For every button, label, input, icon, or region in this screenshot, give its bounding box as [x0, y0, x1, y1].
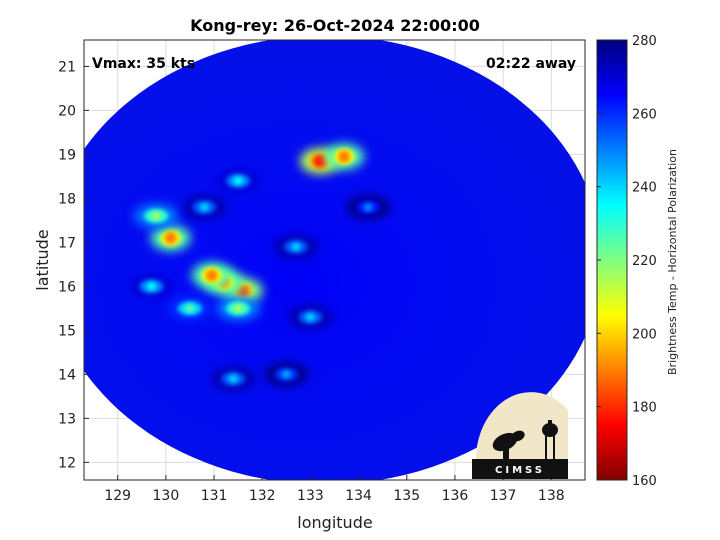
colorbar-tick-label: 260 — [632, 107, 657, 122]
colorbar-tick-label: 220 — [632, 254, 657, 269]
plot-border — [83, 39, 586, 481]
feature-core — [281, 370, 292, 379]
y-tick-label: 16 — [58, 279, 76, 295]
feature-core — [363, 203, 374, 212]
y-tick-label: 15 — [58, 323, 76, 339]
x-axis-label: longitude — [297, 513, 372, 532]
feature-core — [164, 232, 177, 244]
logo-text: CIMSS — [495, 465, 545, 476]
x-tick-label: 130 — [153, 488, 180, 504]
y-axis-label: latitude — [33, 229, 52, 290]
chart-title: Kong-rey: 26-Oct-2024 22:00:00 — [190, 16, 480, 35]
y-tick-label: 18 — [58, 191, 76, 207]
feature-core — [290, 242, 301, 251]
cimss-logo: CIMSS — [472, 392, 568, 479]
colorbar-ticks: 160 180 200 220 240 260 280 — [597, 34, 657, 489]
colorbar-tick-label: 280 — [632, 34, 657, 49]
x-tick-label: 135 — [393, 488, 420, 504]
feature-core — [199, 203, 210, 212]
x-axis-ticks: 129 130 131 132 133 134 135 136 137 138 — [104, 475, 565, 504]
vmax-label: Vmax: 35 kts — [92, 56, 195, 72]
satellite-dish-icon — [492, 430, 525, 460]
x-tick-label: 129 — [104, 488, 131, 504]
x-tick-label: 131 — [201, 488, 228, 504]
time-away-label: 02:22 away — [486, 56, 576, 72]
y-tick-label: 13 — [58, 411, 76, 427]
swath-shading — [84, 40, 585, 480]
feature-core — [228, 374, 239, 383]
x-tick-label: 136 — [442, 488, 469, 504]
y-tick-label: 12 — [58, 455, 76, 471]
colorbar-tick-label: 200 — [632, 327, 657, 342]
x-tick-label: 138 — [538, 488, 565, 504]
feature-core — [233, 304, 244, 313]
feature-core — [146, 282, 157, 291]
colorbar — [596, 39, 628, 481]
y-tick-label: 20 — [58, 103, 76, 119]
colorbar-label: Brightness Temp - Horizontal Polarizatio… — [666, 149, 679, 375]
x-tick-label: 134 — [345, 488, 372, 504]
feature-core — [338, 150, 351, 163]
y-tick-label: 14 — [58, 367, 76, 383]
feature-core — [184, 304, 195, 313]
feature-core — [314, 155, 327, 167]
feature-core — [151, 212, 162, 220]
colorbar-tick-label: 180 — [632, 401, 657, 416]
colorbar-tick-label: 160 — [632, 474, 657, 489]
y-axis-ticks: 12 13 14 15 16 17 18 19 20 21 — [58, 59, 89, 471]
x-tick-label: 133 — [297, 488, 324, 504]
colorbar-tick-label: 240 — [632, 181, 657, 196]
feature-core — [305, 313, 316, 322]
y-tick-label: 19 — [58, 147, 76, 163]
x-tick-label: 132 — [249, 488, 276, 504]
feature-core — [205, 269, 218, 282]
x-tick-label: 137 — [490, 488, 517, 504]
convective-features — [129, 143, 391, 391]
water-tower-icon — [542, 420, 558, 460]
y-tick-label: 17 — [58, 235, 76, 251]
feature-core — [233, 176, 244, 185]
y-tick-label: 21 — [58, 59, 76, 75]
